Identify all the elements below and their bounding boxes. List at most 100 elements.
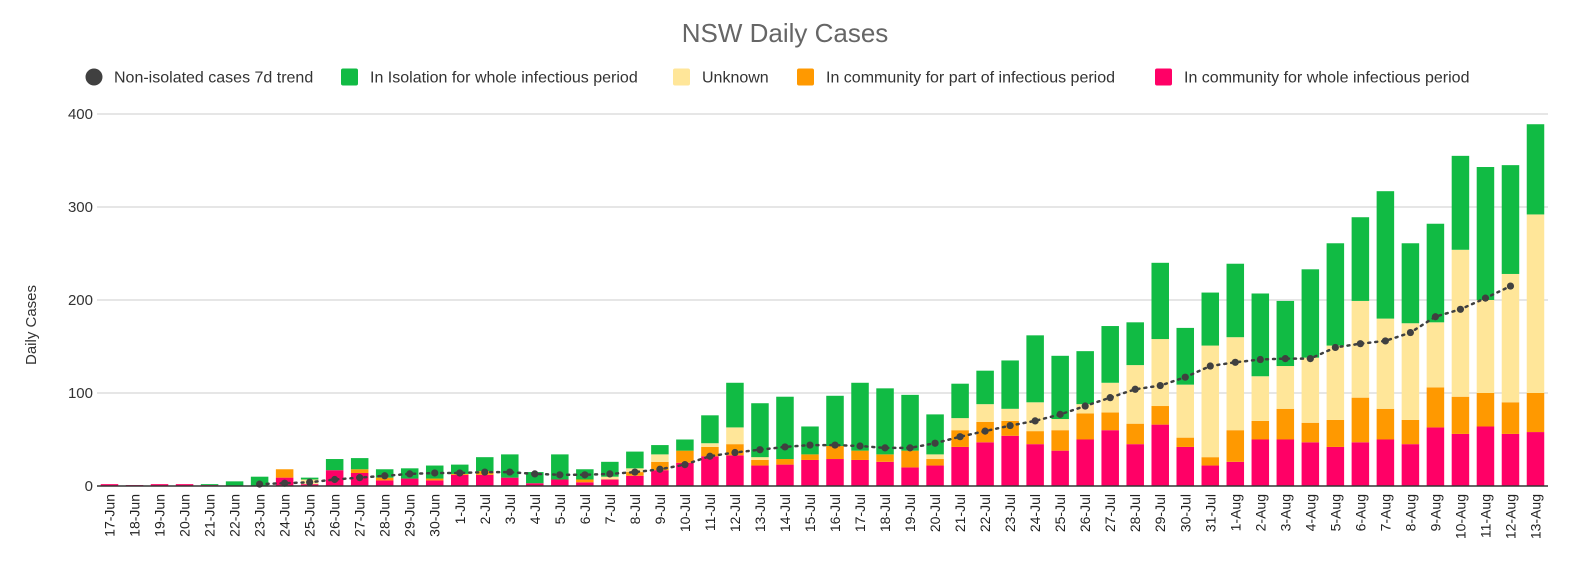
x-tick-label: 20-Jul	[927, 494, 943, 532]
x-tick-label: 28-Jul	[1127, 494, 1143, 532]
trend-line	[256, 282, 1515, 488]
x-tick-label: 26-Jun	[327, 494, 343, 537]
bar-segment	[651, 470, 669, 486]
y-axis-ticks: 0 100 200 300 400	[68, 106, 93, 495]
x-tick-label: 20-Jun	[177, 494, 193, 537]
trend-point	[1481, 294, 1490, 302]
trend-point	[1381, 337, 1389, 345]
bar-segment	[1126, 444, 1144, 486]
bar-segment	[1401, 243, 1420, 324]
y-tick-label: 200	[68, 292, 93, 309]
bar-segment	[801, 459, 819, 486]
bar-segment	[1151, 339, 1169, 407]
x-tick-label: 11-Aug	[1477, 494, 1493, 538]
trend-point	[1106, 394, 1114, 402]
bar-segment	[701, 456, 719, 486]
bar-segment	[1476, 393, 1495, 427]
bar-segment	[751, 459, 769, 466]
legend-label: In community for whole infectious period	[1184, 70, 1469, 87]
trend-point	[1406, 328, 1415, 337]
bar-segment	[1176, 437, 1195, 447]
bar-segment	[1351, 397, 1370, 443]
bar-segment	[601, 476, 619, 480]
bar-segment	[751, 457, 769, 460]
trend-point	[1056, 410, 1064, 418]
bar-segment	[876, 454, 894, 462]
x-tick-label: 25-Jul	[1052, 494, 1068, 532]
bar-segment	[776, 459, 794, 465]
chart-title: NSW Daily Cases	[682, 18, 889, 48]
trend-point	[1156, 381, 1164, 390]
bar-segment	[1276, 439, 1295, 486]
bar-segment	[375, 480, 394, 486]
x-tick-label: 19-Jun	[152, 494, 168, 537]
bar-segment	[676, 439, 694, 451]
x-tick-label: 9-Aug	[1427, 494, 1443, 531]
x-tick-label: 5-Jul	[552, 494, 568, 524]
bar-segment	[350, 458, 369, 470]
bar-segment	[1026, 444, 1044, 486]
bar-segment	[1076, 351, 1094, 405]
trend-point	[856, 442, 864, 450]
bar-segment	[1276, 408, 1295, 440]
bar-segment	[1026, 431, 1044, 445]
trend-point	[1356, 340, 1364, 348]
x-tick-label: 2-Jul	[477, 494, 493, 524]
trend-point	[406, 470, 414, 478]
bar-segment	[1201, 292, 1220, 346]
y-axis-label: Daily Cases	[23, 285, 40, 365]
bar-segment	[901, 394, 919, 451]
bar-segment	[1451, 433, 1470, 486]
bar-segment	[601, 479, 619, 486]
bar-segment	[1501, 402, 1520, 434]
trend-point	[781, 443, 789, 451]
trend-point	[956, 433, 964, 441]
bar-segment	[701, 443, 719, 447]
bar-segment	[1026, 402, 1044, 432]
x-tick-label: 4-Jul	[527, 494, 543, 524]
x-tick-label: 18-Jun	[127, 494, 143, 537]
x-tick-label: 24-Jul	[1027, 494, 1043, 532]
bar-segment	[901, 450, 919, 468]
bar-segment	[1426, 322, 1445, 388]
trend-point	[981, 427, 989, 435]
y-tick-label: 0	[85, 478, 93, 495]
y-tick-label: 400	[68, 106, 93, 123]
bar-segment	[676, 450, 694, 463]
bar-segment	[851, 450, 869, 460]
bar-segment	[1051, 419, 1069, 431]
bar-segment	[876, 461, 894, 486]
bar-segment	[200, 484, 219, 486]
x-tick-label: 22-Jul	[977, 494, 993, 532]
bar-segment	[626, 451, 644, 469]
bar-segment	[1451, 155, 1470, 250]
bar-segment	[1226, 461, 1245, 486]
bar-segment	[1226, 337, 1245, 431]
legend-marker	[673, 68, 690, 86]
bar-segment	[851, 459, 869, 486]
bar-segment	[976, 404, 994, 422]
x-tick-label: 24-Jun	[277, 494, 293, 537]
x-tick-label: 13-Aug	[1527, 494, 1543, 539]
bar-segment	[1276, 366, 1295, 409]
x-tick-label: 6-Aug	[1352, 494, 1368, 531]
trend-point	[1131, 385, 1139, 393]
bar-segment	[751, 465, 769, 486]
x-tick-label: 2-Aug	[1252, 494, 1268, 531]
bar-segment	[951, 383, 969, 419]
trend-point	[731, 448, 739, 457]
trend-point	[456, 469, 464, 477]
bar-segment	[1376, 408, 1395, 440]
bar-segment	[1201, 457, 1220, 466]
bar-segment	[1326, 243, 1345, 346]
x-tick-label: 22-Jun	[227, 494, 243, 537]
bar-segment	[425, 478, 444, 481]
bar-segment	[1176, 446, 1195, 486]
bar-segment	[225, 481, 244, 486]
trend-line-path	[258, 284, 1512, 486]
x-tick-label: 30-Jun	[427, 494, 443, 537]
bar-segment	[1151, 424, 1169, 486]
trend-point	[356, 474, 364, 482]
trend-point	[631, 468, 639, 476]
trend-point	[1006, 421, 1014, 430]
